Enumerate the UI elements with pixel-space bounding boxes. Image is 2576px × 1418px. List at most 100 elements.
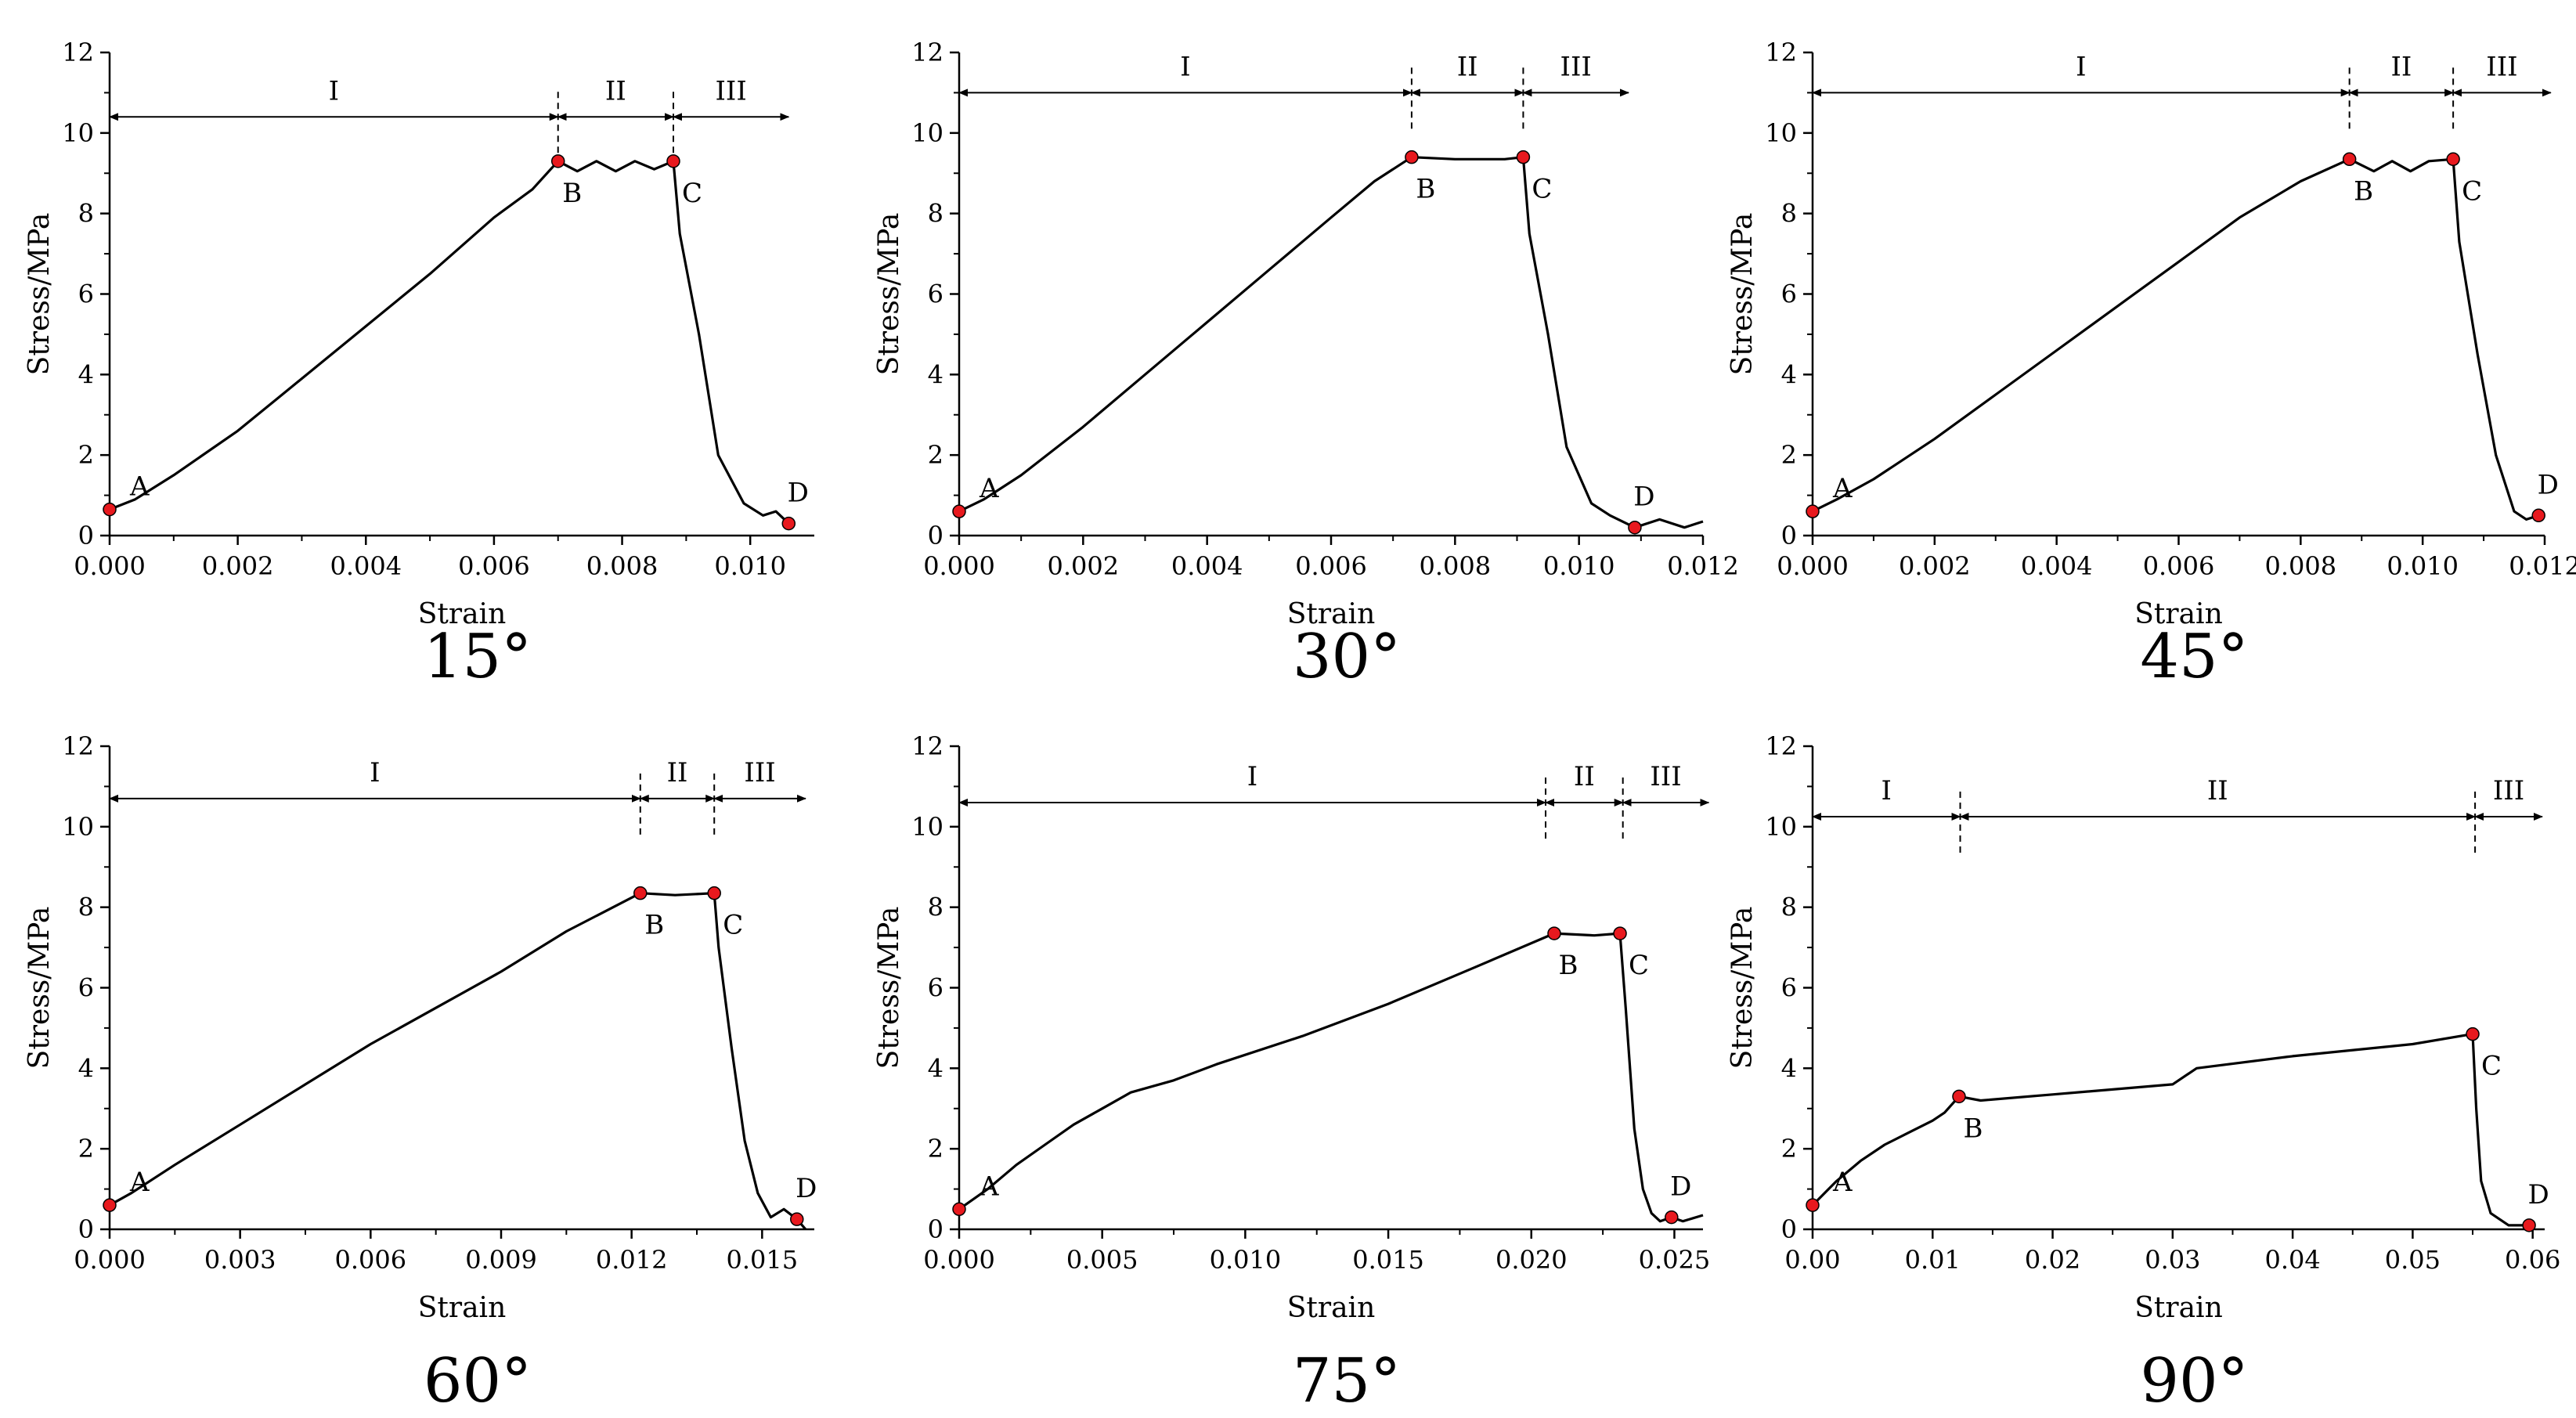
x-tick-label: 0.010 (2387, 551, 2459, 581)
y-tick-label: 4 (78, 359, 94, 389)
y-tick-label: 4 (928, 359, 943, 389)
key-point-C (2466, 1027, 2480, 1041)
key-point-D (1628, 520, 1642, 535)
x-tick-label: 0.008 (1420, 551, 1492, 581)
point-label: B (2354, 175, 2373, 207)
key-point-A (103, 1198, 117, 1212)
y-tick-label: 10 (62, 118, 94, 148)
key-point-B (1547, 926, 1561, 940)
key-point-D (1665, 1210, 1679, 1225)
phase-label: II (1457, 51, 1478, 82)
y-tick-label: 10 (1765, 118, 1797, 148)
x-tick-label: 0.002 (202, 551, 274, 581)
x-tick-label: 0.000 (923, 1245, 995, 1275)
panel-angle-label: 30° (1293, 622, 1401, 692)
y-tick-label: 0 (1781, 521, 1797, 550)
x-tick-label: 0.025 (1639, 1245, 1711, 1275)
y-tick-label: 4 (78, 1053, 94, 1083)
key-point-A (952, 1202, 966, 1217)
point-label: C (682, 178, 702, 209)
y-tick-label: 10 (911, 812, 943, 842)
y-tick-label: 2 (78, 440, 94, 470)
y-tick-label: 8 (1781, 893, 1797, 922)
panel-angle-label: 60° (424, 1346, 532, 1416)
stress-strain-curve (109, 160, 790, 525)
point-label: D (796, 1173, 817, 1204)
y-tick-label: 10 (62, 812, 94, 842)
x-tick-label: 0.010 (1210, 1245, 1282, 1275)
y-tick-label: 12 (1765, 731, 1797, 761)
panel-angle-label: 75° (1293, 1346, 1401, 1416)
x-tick-label: 0.010 (1543, 551, 1615, 581)
chart-panel-5: 0 2 4 6 8 10 12 0.000 0.005 0.010 0.015 0.020 0.025 S… (873, 731, 1710, 1416)
point-label: C (2462, 175, 2482, 207)
x-tick-label: 0.000 (74, 551, 146, 581)
phase-label: III (715, 75, 746, 106)
stress-strain-curve (1812, 157, 2539, 521)
x-tick-label: 0.00 (1784, 1245, 1840, 1275)
key-point-A (1806, 1198, 1820, 1212)
stress-strain-curve (958, 156, 1704, 529)
stress-strain-curve (1811, 1033, 2530, 1227)
key-point-D (781, 516, 796, 531)
phase-label: I (1247, 761, 1257, 792)
y-axis-title: Stress/MPa (1726, 213, 1759, 376)
panel-angle-label: 90° (2140, 1346, 2248, 1416)
x-tick-label: 0.012 (1667, 551, 1739, 581)
y-tick-label: 0 (78, 521, 94, 550)
point-label: D (788, 478, 809, 509)
key-point-C (1613, 926, 1627, 940)
key-point-B (550, 154, 565, 168)
x-tick-label: 0.008 (586, 551, 658, 581)
x-tick-label: 0.004 (330, 551, 402, 581)
x-tick-label: 0.010 (714, 551, 786, 581)
y-tick-label: 12 (62, 731, 94, 761)
key-point-B (1405, 150, 1419, 164)
y-tick-label: 4 (1781, 359, 1797, 389)
phase-label: I (2076, 51, 2086, 82)
phase-label: III (1560, 51, 1592, 82)
phase-label: II (667, 757, 688, 788)
x-tick-label: 0.004 (1171, 551, 1243, 581)
y-tick-label: 12 (62, 38, 94, 67)
phase-label: III (1650, 761, 1681, 792)
x-axis-title: Strain (2134, 1292, 2223, 1324)
y-tick-label: 6 (1781, 973, 1797, 1003)
y-tick-label: 2 (1781, 440, 1797, 470)
x-tick-label: 0.01 (1905, 1245, 1961, 1275)
y-tick-label: 0 (928, 521, 943, 550)
y-tick-label: 8 (928, 893, 943, 922)
point-label: D (1670, 1171, 1691, 1203)
y-tick-label: 6 (78, 973, 94, 1003)
point-label: C (1629, 950, 1649, 981)
x-tick-label: 0.006 (458, 551, 530, 581)
key-point-A (103, 502, 117, 517)
point-label: B (1964, 1113, 1983, 1144)
y-tick-label: 6 (928, 280, 943, 309)
key-point-C (666, 154, 680, 168)
point-label: A (979, 473, 999, 504)
panel-angle-label: 45° (2140, 622, 2248, 692)
x-tick-label: 0.015 (1352, 1245, 1424, 1275)
phase-label: III (2493, 775, 2524, 806)
x-axis-title: Strain (418, 598, 507, 630)
key-point-C (2446, 152, 2460, 167)
y-axis-title: Stress/MPa (23, 907, 56, 1070)
point-label: D (1633, 482, 1654, 513)
point-label: D (2527, 1179, 2549, 1211)
phase-label: II (2207, 775, 2228, 806)
stress-strain-curve (109, 892, 807, 1231)
chart-panel-6: 0 2 4 6 8 10 12 0.00 0.01 0.02 0.03 0.04 0.05 0.06 Str… (1726, 731, 2560, 1416)
panel-angle-label: 15° (424, 622, 532, 692)
x-tick-label: 0.000 (74, 1245, 146, 1275)
point-label: C (1532, 174, 1552, 205)
y-tick-label: 0 (928, 1214, 943, 1244)
y-tick-label: 6 (1781, 280, 1797, 309)
x-tick-label: 0.02 (2025, 1245, 2080, 1275)
y-tick-label: 4 (1781, 1053, 1797, 1083)
key-point-A (1806, 504, 1820, 518)
x-tick-label: 0.006 (2143, 551, 2215, 581)
point-label: C (2481, 1051, 2502, 1082)
y-tick-label: 8 (78, 199, 94, 229)
